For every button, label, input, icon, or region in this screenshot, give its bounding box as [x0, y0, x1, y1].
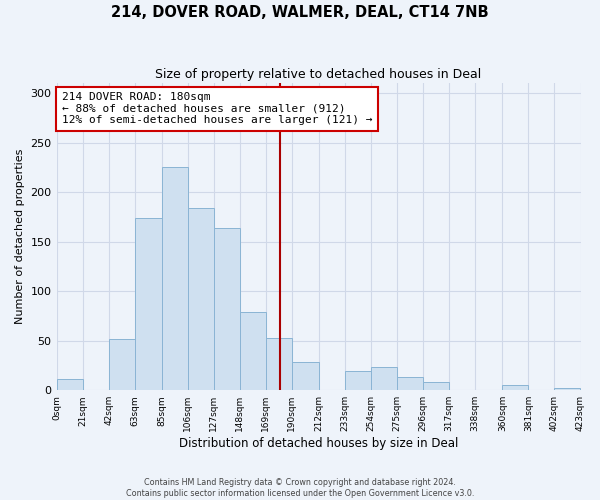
Bar: [292, 362, 319, 390]
Bar: [162, 168, 188, 390]
Bar: [371, 368, 397, 390]
Title: Size of property relative to detached houses in Deal: Size of property relative to detached ho…: [155, 68, 482, 80]
Text: 214 DOVER ROAD: 180sqm
← 88% of detached houses are smaller (912)
12% of semi-de: 214 DOVER ROAD: 180sqm ← 88% of detached…: [62, 92, 372, 126]
Bar: [397, 378, 423, 390]
Bar: [214, 228, 240, 390]
Bar: [345, 372, 371, 390]
Bar: [109, 338, 134, 390]
Bar: [240, 312, 266, 390]
Bar: [266, 338, 292, 390]
Text: 214, DOVER ROAD, WALMER, DEAL, CT14 7NB: 214, DOVER ROAD, WALMER, DEAL, CT14 7NB: [111, 5, 489, 20]
Text: Contains HM Land Registry data © Crown copyright and database right 2024.
Contai: Contains HM Land Registry data © Crown c…: [126, 478, 474, 498]
Bar: [188, 208, 214, 390]
Bar: [502, 386, 529, 390]
Bar: [56, 380, 83, 390]
Bar: [423, 382, 449, 390]
Bar: [134, 218, 162, 390]
Y-axis label: Number of detached properties: Number of detached properties: [15, 149, 25, 324]
Bar: [554, 388, 580, 390]
X-axis label: Distribution of detached houses by size in Deal: Distribution of detached houses by size …: [179, 437, 458, 450]
